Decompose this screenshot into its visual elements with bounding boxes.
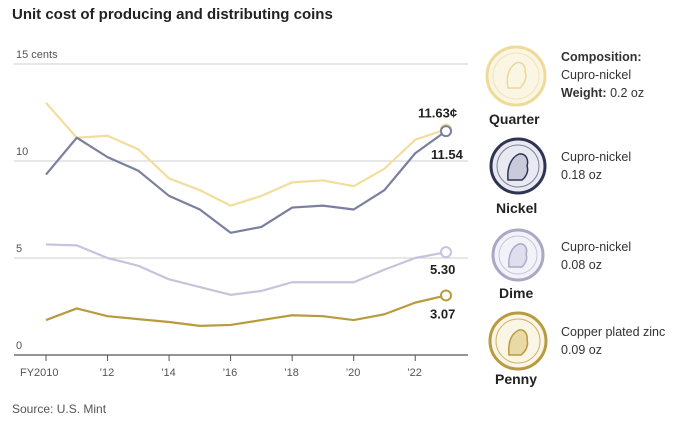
dime-weight: 0.08 oz xyxy=(561,258,603,272)
quarter-coin-icon xyxy=(485,45,547,107)
x-tick-label: ’22 xyxy=(407,367,422,379)
quarter-composition: Composition: Cupro-nickel Weight: 0.2 oz xyxy=(561,48,644,102)
end-markers xyxy=(440,123,452,302)
composition-label: Composition: xyxy=(561,50,642,64)
penny-metal: Copper plated zinc xyxy=(561,325,666,339)
nickel-end-point xyxy=(440,125,452,138)
coin-name-dime: Dime xyxy=(499,285,534,301)
coin-name-nickel: Nickel xyxy=(496,200,538,216)
nickel-coin-icon xyxy=(489,137,547,195)
y-tick-label: 5 xyxy=(16,243,22,255)
dime-metal: Cupro-nickel xyxy=(561,240,632,254)
x-tick-label: ’12 xyxy=(100,367,115,379)
nickel-weight: 0.18 oz xyxy=(561,168,603,182)
dime-end-label: 5.30 xyxy=(430,262,455,277)
source-note: Source: U.S. Mint xyxy=(12,402,107,416)
quarter-metal: Cupro-nickel xyxy=(561,68,632,82)
quarter-line xyxy=(45,102,447,207)
nickel-line xyxy=(45,130,447,234)
quarter-weight: 0.2 oz xyxy=(610,86,645,100)
y-tick-label: 0 xyxy=(16,340,22,352)
end-labels: 11.63¢ 11.54 5.30 3.07 xyxy=(418,105,464,321)
nickel-metal: Cupro-nickel xyxy=(561,150,632,164)
quarter-end-label: 11.63¢ xyxy=(418,105,457,120)
x-tick-label: ’20 xyxy=(346,367,361,379)
dime-composition: Cupro-nickel 0.08 oz xyxy=(561,238,631,274)
x-axis: FY2010 ’12 ’14 ’16 ’18 ’20 ’22 xyxy=(20,355,422,379)
nickel-composition: Cupro-nickel 0.18 oz xyxy=(561,148,631,184)
coin-name-penny: Penny xyxy=(495,371,538,387)
dime-coin-icon xyxy=(491,228,545,282)
nickel-end-label: 11.54 xyxy=(431,147,464,162)
penny-end-point xyxy=(440,289,452,302)
coin-name-quarter: Quarter xyxy=(489,111,540,127)
penny-composition: Copper plated zinc 0.09 oz xyxy=(561,323,665,359)
y-tick-label: 10 xyxy=(16,146,28,158)
penny-weight: 0.09 oz xyxy=(561,343,603,357)
dime-end-point xyxy=(440,246,452,259)
dime-line xyxy=(45,243,447,296)
series-lines xyxy=(45,102,447,327)
x-tick-label: ’16 xyxy=(223,367,238,379)
y-tick-label: 15 cents xyxy=(16,49,58,61)
weight-label: Weight: xyxy=(561,86,607,100)
x-tick-label: ’18 xyxy=(284,367,299,379)
x-tick-label: FY2010 xyxy=(20,367,59,379)
penny-line xyxy=(45,294,447,327)
penny-end-label: 3.07 xyxy=(430,306,455,321)
chart-title: Unit cost of producing and distributing … xyxy=(12,6,333,23)
x-tick-label: ’14 xyxy=(161,367,176,379)
penny-coin-icon xyxy=(488,311,548,371)
gridlines xyxy=(14,63,468,356)
y-axis-ticks: 15 cents 10 5 0 xyxy=(16,49,58,352)
